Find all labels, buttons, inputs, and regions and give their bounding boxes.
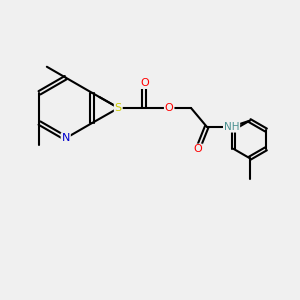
Text: N: N	[61, 133, 70, 143]
Text: O: O	[165, 103, 174, 113]
Text: S: S	[115, 103, 122, 113]
Text: O: O	[140, 78, 149, 88]
Text: NH: NH	[224, 122, 239, 132]
Text: O: O	[193, 144, 202, 154]
